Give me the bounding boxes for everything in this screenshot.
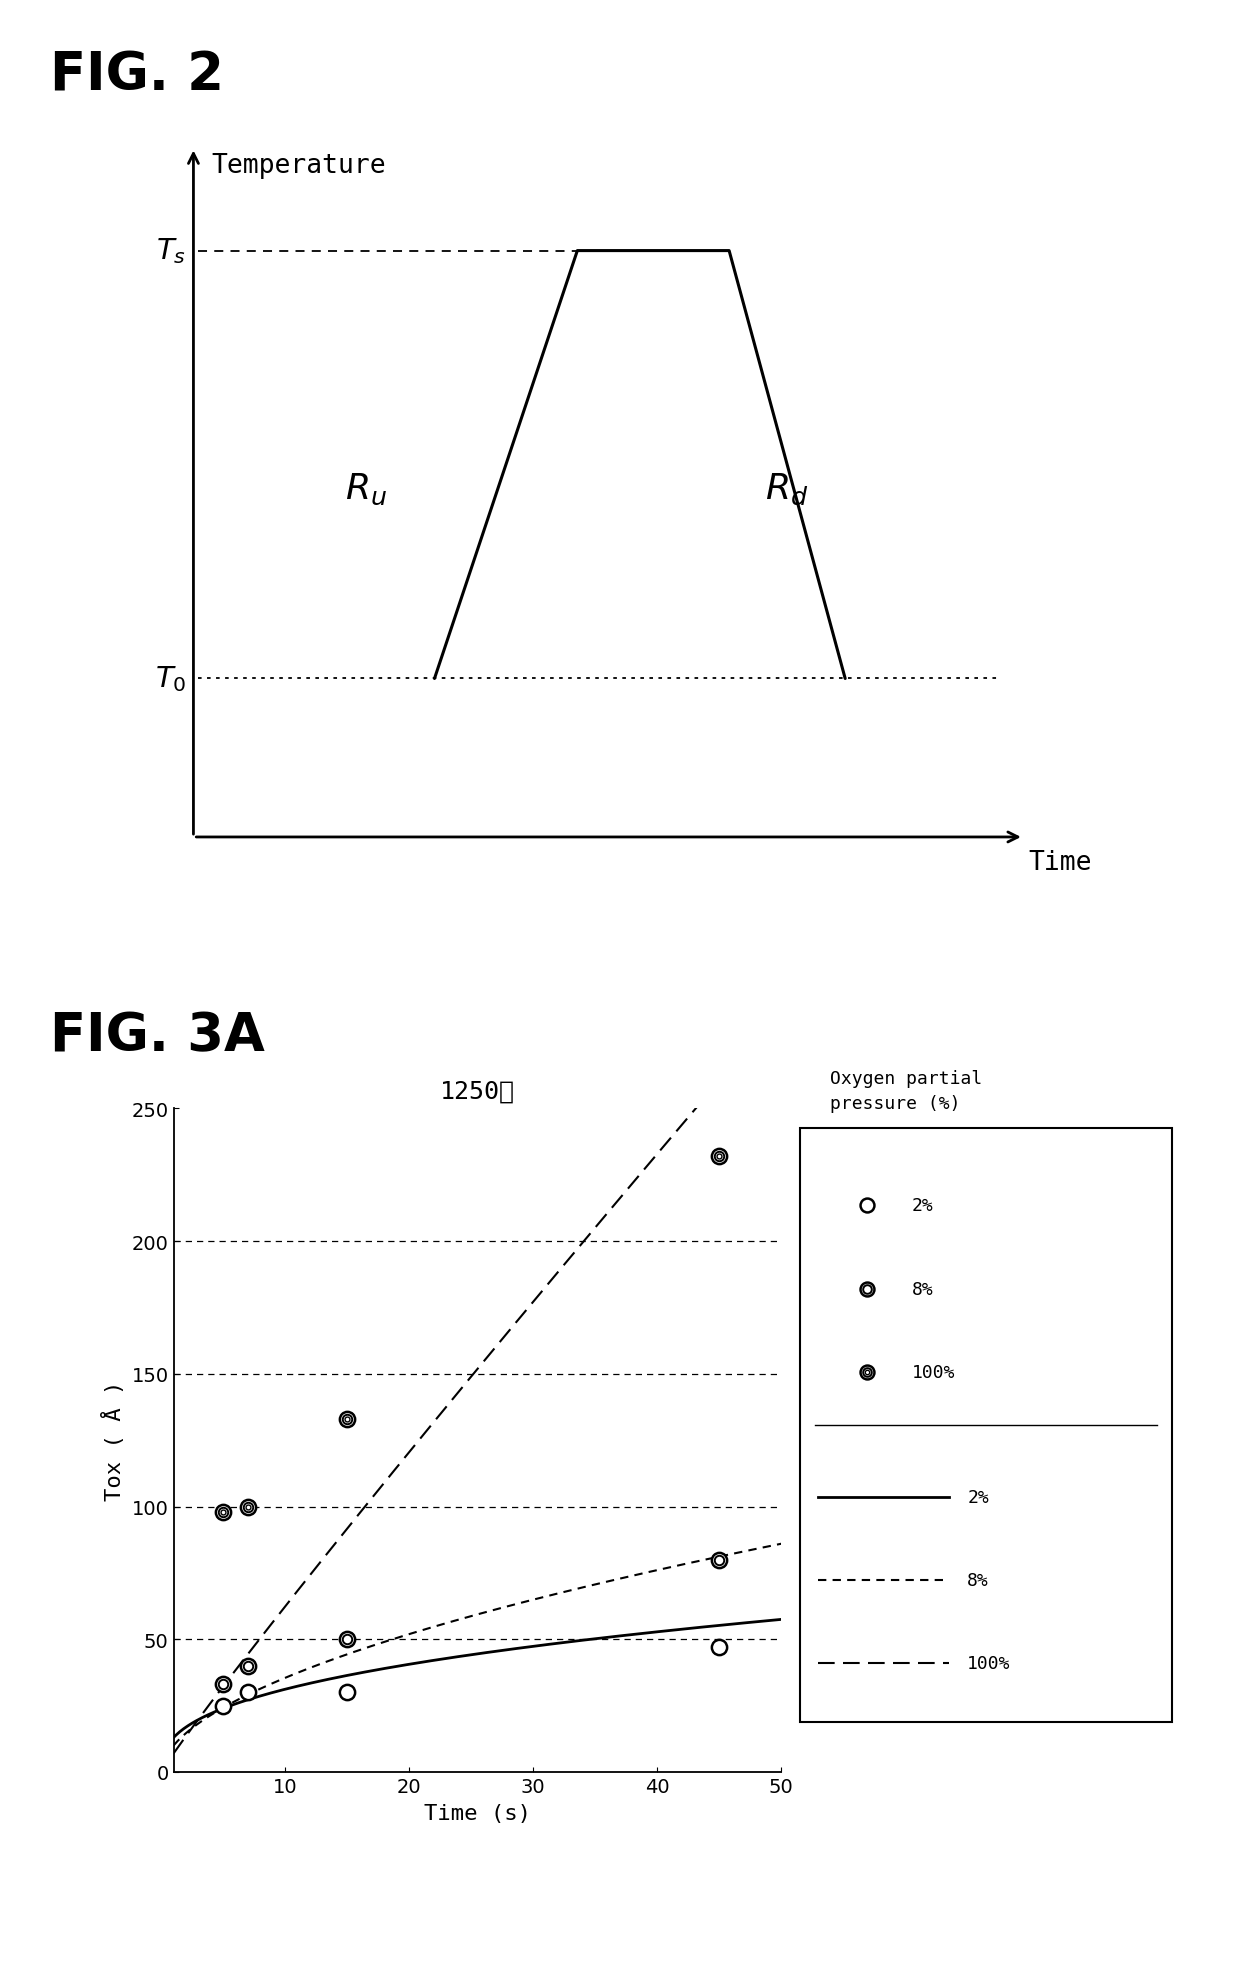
Text: FIG. 2: FIG. 2 <box>50 50 223 101</box>
Text: $R_d$: $R_d$ <box>765 471 808 507</box>
Text: Temperature: Temperature <box>211 152 386 178</box>
Text: $T_s$: $T_s$ <box>156 236 186 267</box>
Text: Time: Time <box>1028 849 1091 875</box>
Title: 1250℃: 1250℃ <box>440 1079 515 1103</box>
Text: 100%: 100% <box>967 1653 1011 1673</box>
Text: 8%: 8% <box>967 1570 990 1590</box>
Y-axis label: Tox ( Å ): Tox ( Å ) <box>102 1380 125 1501</box>
Text: $T_0$: $T_0$ <box>155 663 186 695</box>
Text: Oxygen partial
pressure (%): Oxygen partial pressure (%) <box>830 1069 982 1113</box>
Text: $R_u$: $R_u$ <box>345 471 387 507</box>
Text: FIG. 3A: FIG. 3A <box>50 1010 264 1061</box>
Text: 2%: 2% <box>967 1487 990 1507</box>
X-axis label: Time (s): Time (s) <box>424 1804 531 1824</box>
Text: 100%: 100% <box>911 1362 955 1382</box>
Text: 8%: 8% <box>911 1279 934 1299</box>
Text: 2%: 2% <box>911 1196 934 1216</box>
FancyBboxPatch shape <box>800 1129 1172 1723</box>
